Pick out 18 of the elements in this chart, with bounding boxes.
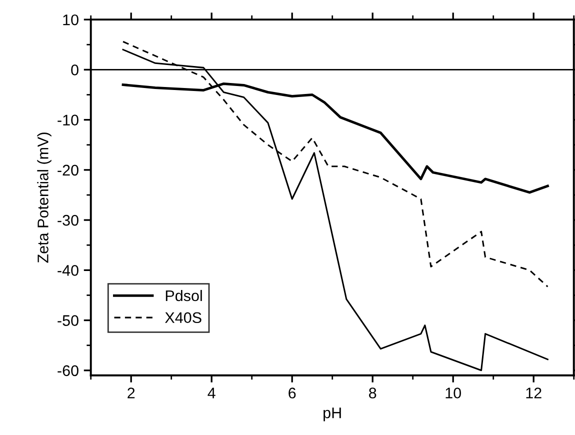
x-tick-label: 10 [446, 388, 461, 398]
x-tick-label: 6 [288, 388, 296, 398]
y-tick-label: -40 [58, 265, 78, 276]
y-tick-label: -30 [58, 214, 78, 226]
y-tick-label: -60 [58, 365, 78, 376]
x-tick-label: 8 [369, 388, 376, 398]
y-tick-label: 0 [71, 64, 78, 76]
y-tick-label: -10 [58, 114, 78, 126]
x-tick-label: 12 [526, 388, 542, 398]
y-axis-title: Zeta Potential (mV) [37, 132, 52, 263]
y-tick-label: -20 [58, 164, 78, 176]
x-axis-title: pH [324, 408, 341, 422]
x-tick-label: 2 [128, 388, 135, 398]
x-tick-label: 4 [208, 388, 216, 398]
y-tick-label: 10 [63, 14, 78, 26]
legend-label: X40S [165, 312, 202, 324]
y-tick-label: -50 [58, 315, 78, 326]
legend-label: Pdsol [166, 290, 202, 302]
